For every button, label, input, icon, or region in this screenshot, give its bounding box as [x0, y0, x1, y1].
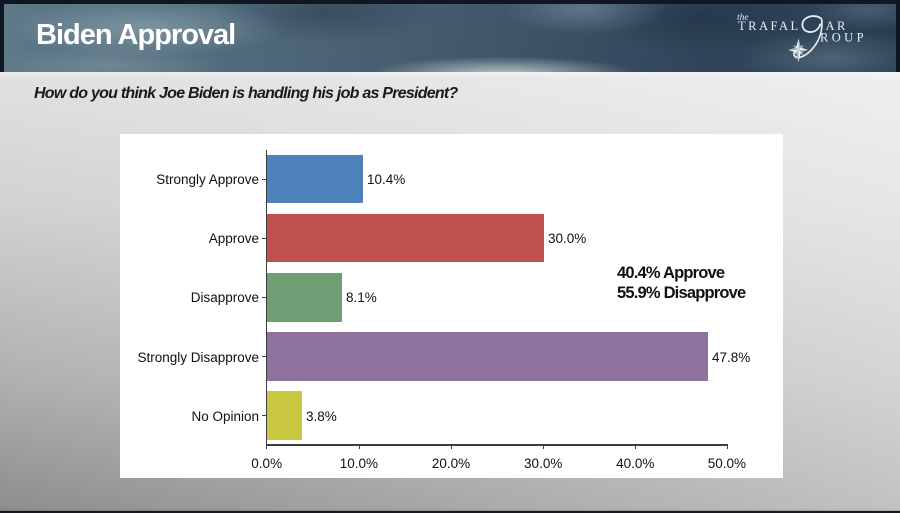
svg-text:TRAFAL: TRAFAL [738, 19, 801, 33]
svg-text:ROUP: ROUP [820, 31, 867, 45]
svg-text:the: the [737, 13, 749, 23]
svg-text:AR: AR [826, 19, 848, 33]
